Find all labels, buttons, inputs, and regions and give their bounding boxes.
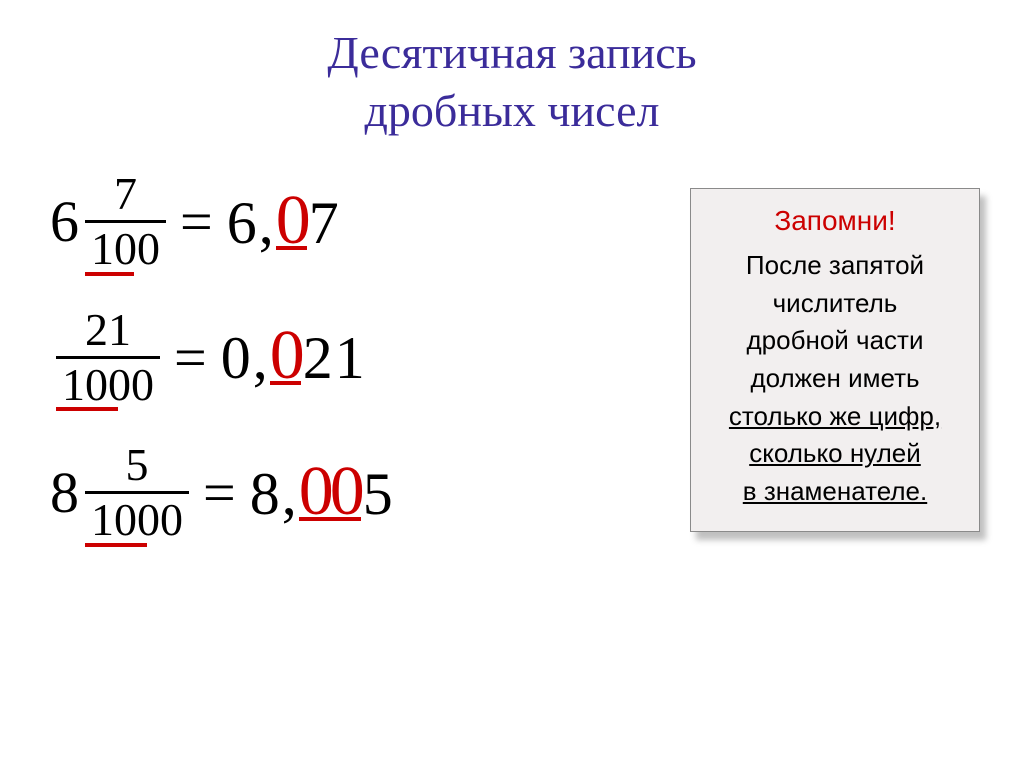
leading-zeros: 0 — [270, 321, 301, 391]
denominator-underline — [85, 543, 147, 547]
denominator: 1000 — [85, 491, 189, 544]
fraction: 7 100 — [85, 170, 166, 274]
zero-underline — [276, 246, 307, 250]
denominator-value: 100 — [91, 223, 160, 274]
numerator: 21 — [79, 306, 137, 356]
note-line: числитель — [703, 285, 967, 323]
fraction: 21 1000 — [56, 306, 160, 410]
decimal-result: 6 , 0 7 — [227, 186, 341, 258]
denominator-value: 1000 — [91, 494, 183, 545]
denominator-value: 1000 — [62, 359, 154, 410]
note-line: должен иметь — [703, 360, 967, 398]
equals-sign: = — [203, 459, 236, 526]
denominator: 1000 — [56, 356, 160, 409]
decimal-result: 8 , 00 5 — [250, 457, 395, 529]
decimal-result: 0 , 0 21 — [221, 321, 367, 393]
equation-row: 21 1000 = 0 , 0 21 — [50, 306, 650, 410]
fraction: 5 1000 — [85, 441, 189, 545]
title-line-1: Десятичная запись — [0, 24, 1024, 82]
remember-note: Запомни! После запятой числитель дробной… — [690, 188, 980, 532]
decimal-comma: , — [282, 460, 297, 529]
decimal-tail: 7 — [309, 189, 341, 258]
equation-row: 6 7 100 = 6 , 0 7 — [50, 170, 650, 274]
mixed-whole: 8 — [50, 459, 79, 526]
decimal-int: 8 — [250, 460, 280, 529]
zero-underline — [270, 381, 301, 385]
note-line: в знаменателе. — [703, 473, 967, 511]
decimal-int: 6 — [227, 189, 257, 258]
numerator: 7 — [108, 170, 143, 220]
decimal-tail: 21 — [303, 324, 367, 393]
leading-zeros: 00 — [299, 457, 361, 527]
equals-sign: = — [174, 324, 207, 391]
numerator: 5 — [120, 441, 155, 491]
equation-row: 8 5 1000 = 8 , 00 5 — [50, 441, 650, 545]
note-line: сколько нулей — [703, 435, 967, 473]
decimal-comma: , — [253, 324, 268, 393]
slide-title: Десятичная запись дробных чисел — [0, 0, 1024, 139]
decimal-int: 0 — [221, 324, 251, 393]
note-line: столько же цифр, — [703, 398, 967, 436]
equals-sign: = — [180, 188, 213, 255]
denominator: 100 — [85, 220, 166, 273]
title-line-2: дробных чисел — [0, 82, 1024, 140]
equations-area: 6 7 100 = 6 , 0 7 21 1000 = — [50, 170, 650, 577]
note-title: Запомни! — [703, 205, 967, 237]
note-line: После запятой — [703, 247, 967, 285]
mixed-whole: 6 — [50, 188, 79, 255]
decimal-tail: 5 — [363, 460, 395, 529]
zero-underline — [299, 517, 361, 521]
note-line: дробной части — [703, 322, 967, 360]
leading-zeros: 0 — [276, 186, 307, 256]
decimal-comma: , — [259, 189, 274, 258]
denominator-underline — [85, 272, 134, 276]
denominator-underline — [56, 407, 118, 411]
